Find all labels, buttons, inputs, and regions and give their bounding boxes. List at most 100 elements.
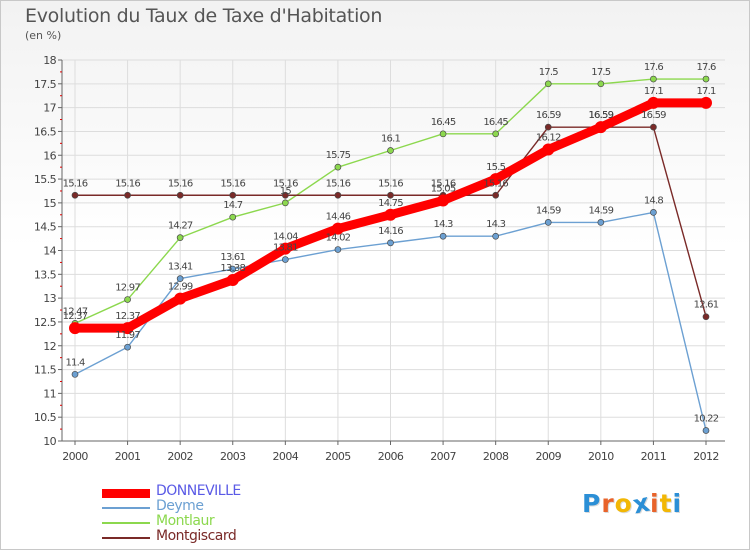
x-tick-label: 2007 [430, 450, 456, 463]
data-point-montlaur [439, 130, 447, 138]
data-point-montgiscard [334, 191, 342, 199]
x-tick-label: 2004 [273, 450, 299, 463]
data-label-montgiscard: 15.16 [273, 178, 298, 189]
data-label-donneville: 12.37 [115, 311, 140, 322]
data-label-layer: 12.37 12.37 12.99 13.38 14.04 14.46 14.75 15.05… [63, 62, 720, 424]
data-label-deyme: 14.3 [486, 219, 506, 230]
data-point-montgiscard [702, 313, 710, 321]
data-point-montlaur [702, 75, 710, 83]
data-point-deyme [176, 275, 184, 282]
data-label-montgiscard: 15.16 [220, 178, 245, 189]
data-label-donneville: 16.12 [536, 133, 561, 144]
x-tick-label: 2001 [115, 450, 141, 463]
data-point-montlaur [334, 163, 342, 171]
y-tick-label: 11 [43, 387, 56, 400]
data-label-montlaur: 17.6 [644, 62, 664, 73]
data-point-montlaur [176, 234, 184, 241]
data-label-deyme: 14.3 [434, 219, 454, 230]
data-label-montgiscard: 15.16 [63, 178, 88, 189]
data-label-deyme: 14.02 [326, 233, 351, 244]
data-label-montgiscard: 15.16 [115, 178, 140, 189]
legend-swatch [102, 507, 150, 509]
chart-title: Evolution du Taux de Taxe d'Habitation [25, 5, 383, 27]
y-tick-label: 10.5 [34, 411, 57, 424]
logo-letter: i [650, 489, 660, 518]
data-label-montgiscard: 15.16 [378, 178, 403, 189]
data-point-montgiscard [71, 191, 79, 199]
data-point-deyme [439, 232, 447, 240]
data-label-montgiscard: 15.16 [168, 178, 193, 189]
data-point-donneville [331, 222, 344, 235]
data-point-donneville [647, 96, 660, 109]
data-label-donneville: 13.38 [220, 263, 245, 274]
data-label-deyme: 14.59 [536, 205, 561, 216]
data-point-montlaur [597, 80, 605, 88]
x-tick-label: 2005 [325, 450, 351, 463]
data-point-deyme [71, 370, 79, 378]
data-label-montlaur: 15.75 [326, 150, 351, 161]
data-label-deyme: 13.41 [168, 262, 193, 273]
data-label-montgiscard: 16.59 [536, 110, 561, 121]
x-tick-label: 2012 [693, 450, 719, 463]
data-point-donneville [594, 121, 607, 134]
data-label-deyme: 13.61 [220, 252, 245, 263]
data-label-montgiscard: 15.16 [326, 178, 351, 189]
data-point-deyme [229, 265, 237, 273]
data-label-montlaur: 14.27 [168, 221, 193, 232]
data-point-donneville [69, 322, 81, 335]
y-tick-label: 17 [43, 102, 56, 115]
data-label-donneville: 17.1 [696, 86, 716, 97]
data-label-montgiscard: 15.16 [431, 178, 456, 189]
data-label-montlaur: 12.97 [115, 283, 140, 294]
data-point-deyme [492, 232, 500, 240]
y-tick-label: 18 [43, 54, 56, 67]
data-point-montgiscard [281, 191, 289, 199]
data-label-montlaur: 15 [280, 186, 292, 197]
data-point-donneville [121, 322, 134, 335]
data-label-deyme: 14.59 [589, 205, 614, 216]
data-point-donneville [542, 143, 555, 156]
data-point-deyme [387, 239, 394, 247]
data-label-donneville: 14.04 [273, 232, 298, 243]
y-tick-label: 15.5 [34, 173, 57, 186]
data-point-montlaur [229, 213, 237, 221]
x-tick-label: 2008 [483, 450, 509, 463]
x-tick-label: 2003 [220, 450, 246, 463]
data-label-donneville: 15.05 [431, 183, 456, 194]
logo-letter: t [659, 489, 673, 518]
logo-letter: i [672, 489, 683, 518]
data-point-donneville [437, 194, 450, 207]
legend-label: Montgiscard [156, 528, 237, 544]
data-point-montgiscard [492, 191, 500, 199]
proxiti-logo: Proxiti [582, 488, 683, 520]
legend-label: DONNEVILLE [156, 483, 241, 499]
logo-letter: r [601, 489, 615, 518]
data-point-montgiscard [229, 191, 237, 199]
data-label-deyme: 14.16 [378, 226, 403, 237]
legend-item-donneville: DONNEVILLE [102, 483, 322, 500]
data-label-deyme: 11.97 [115, 330, 140, 341]
y-tick-label: 13.5 [34, 268, 57, 281]
data-label-montgiscard: 15.16 [483, 178, 508, 189]
data-point-deyme [124, 343, 131, 351]
data-point-montgiscard [387, 191, 394, 199]
y-tick-label: 10 [43, 435, 56, 448]
x-tick-label: 2000 [62, 450, 88, 463]
legend-item-deyme: Deyme [102, 498, 322, 515]
data-point-deyme [650, 209, 657, 216]
x-tick-label: 2002 [167, 450, 193, 463]
y-tick-label: 16 [43, 149, 56, 162]
y-tick-label: 17.5 [34, 78, 57, 91]
y-tick-label: 14.5 [34, 221, 57, 234]
data-point-montlaur [544, 80, 552, 88]
legend: DONNEVILLE Deyme Montlaur Montgiscard [102, 483, 322, 545]
x-tick-label: 2009 [535, 450, 561, 463]
data-label-montgiscard: 16.59 [589, 110, 614, 121]
data-label-montlaur: 17.5 [539, 67, 559, 78]
data-label-montgiscard: 16.59 [641, 110, 666, 121]
x-tick-label: 2006 [378, 450, 404, 463]
data-point-donneville [489, 173, 502, 186]
data-point-montlaur [492, 130, 500, 138]
data-label-montgiscard: 12.61 [694, 300, 719, 311]
